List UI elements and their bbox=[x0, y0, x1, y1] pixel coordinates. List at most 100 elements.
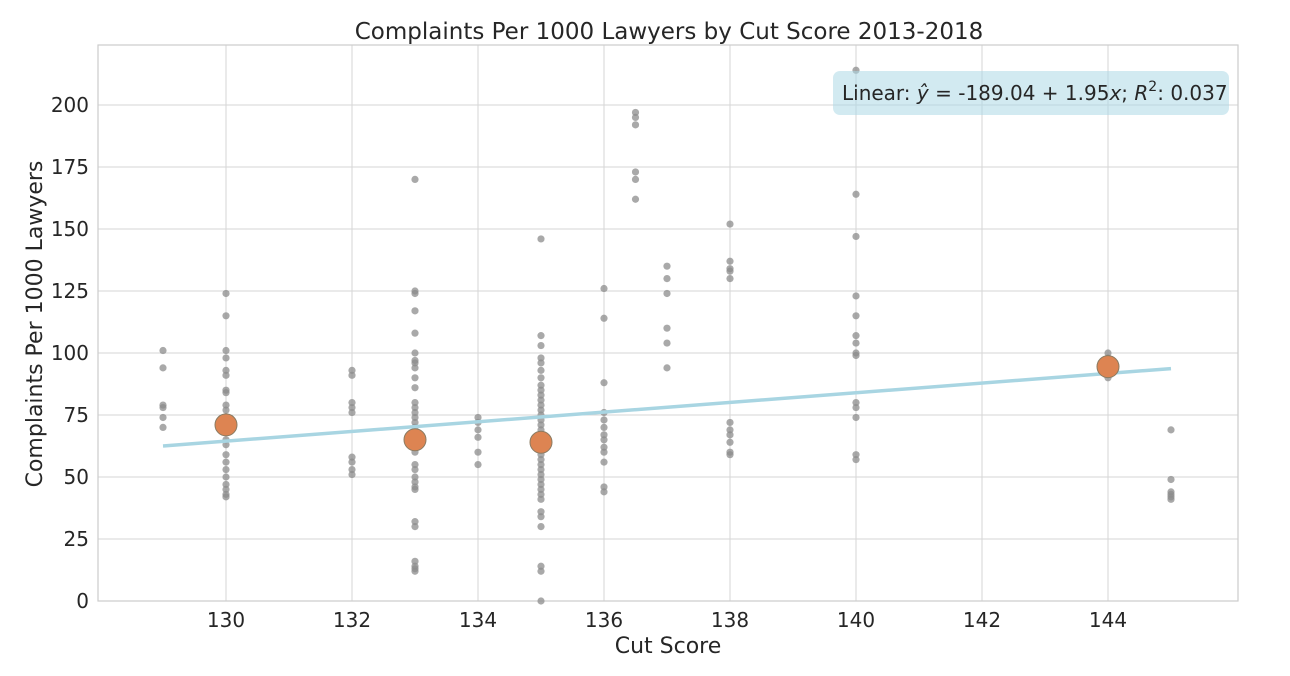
data-point bbox=[411, 374, 419, 382]
data-point bbox=[537, 421, 545, 429]
data-point bbox=[537, 480, 545, 489]
y-tick-label: 200 bbox=[51, 93, 89, 117]
data-point bbox=[663, 275, 671, 283]
x-tick-label: 134 bbox=[459, 608, 497, 632]
data-point bbox=[411, 399, 419, 407]
data-point bbox=[663, 339, 671, 347]
data-point bbox=[348, 453, 356, 461]
data-point bbox=[726, 257, 734, 265]
data-point bbox=[852, 351, 860, 360]
data-point bbox=[411, 461, 419, 469]
data-point bbox=[600, 431, 608, 439]
data-point bbox=[348, 458, 356, 466]
data-point bbox=[726, 418, 734, 427]
data-point bbox=[474, 448, 482, 456]
data-point bbox=[222, 354, 230, 362]
data-point bbox=[852, 413, 860, 422]
data-point bbox=[159, 346, 167, 355]
data-point bbox=[411, 478, 419, 486]
data-point bbox=[411, 364, 419, 372]
data-point bbox=[348, 465, 356, 474]
data-point bbox=[537, 235, 545, 243]
data-point bbox=[222, 389, 230, 397]
data-point bbox=[726, 451, 734, 459]
data-point bbox=[411, 473, 419, 481]
x-tick-label: 142 bbox=[963, 608, 1001, 632]
data-point bbox=[222, 366, 230, 374]
mean-point bbox=[214, 413, 238, 437]
annotation: Linear: ŷ = -189.04 + 1.95x; R2: 0.037 bbox=[833, 71, 1229, 115]
data-point bbox=[852, 292, 860, 300]
data-point bbox=[537, 567, 545, 575]
data-point bbox=[411, 307, 419, 315]
y-tick-label: 25 bbox=[64, 527, 89, 551]
data-point bbox=[537, 490, 545, 498]
data-point bbox=[600, 379, 608, 387]
data-point bbox=[222, 346, 230, 355]
data-point bbox=[474, 413, 482, 422]
data-point bbox=[663, 289, 671, 298]
data-point bbox=[631, 175, 640, 183]
data-point bbox=[222, 493, 230, 501]
data-point bbox=[600, 488, 608, 496]
data-point bbox=[159, 403, 167, 412]
data-point bbox=[411, 523, 419, 531]
chart-title: Complaints Per 1000 Lawyers by Cut Score… bbox=[355, 19, 984, 45]
data-point bbox=[348, 366, 356, 374]
data-point bbox=[663, 324, 671, 332]
mean-point bbox=[1096, 355, 1120, 379]
y-tick-label: 150 bbox=[51, 217, 89, 241]
data-point bbox=[411, 289, 419, 298]
data-point bbox=[222, 289, 230, 298]
plot-frame bbox=[97, 44, 1239, 602]
data-point bbox=[348, 408, 356, 417]
data-point bbox=[537, 354, 545, 362]
data-point bbox=[411, 557, 419, 565]
data-point bbox=[222, 406, 230, 414]
data-point bbox=[537, 470, 545, 479]
data-point bbox=[159, 423, 167, 431]
data-point bbox=[852, 332, 860, 340]
data-point bbox=[852, 312, 860, 320]
data-point bbox=[474, 433, 482, 441]
data-point bbox=[537, 366, 545, 374]
data-point bbox=[631, 121, 640, 129]
data-point bbox=[600, 416, 608, 424]
data-point bbox=[852, 399, 860, 407]
data-point bbox=[726, 220, 734, 228]
data-point bbox=[852, 403, 860, 412]
data-point bbox=[411, 384, 419, 392]
data-point bbox=[631, 108, 640, 117]
data-point bbox=[663, 364, 671, 372]
data-point bbox=[663, 262, 671, 270]
data-point bbox=[537, 406, 545, 414]
data-point bbox=[852, 190, 860, 198]
y-tick-label: 75 bbox=[64, 403, 89, 427]
data-point bbox=[726, 438, 734, 446]
data-point bbox=[726, 275, 734, 283]
data-point bbox=[537, 341, 545, 350]
data-point bbox=[222, 401, 230, 409]
data-point bbox=[411, 408, 419, 417]
data-point bbox=[222, 458, 230, 466]
data-point bbox=[222, 485, 230, 493]
x-tick-label: 140 bbox=[837, 608, 875, 632]
data-point bbox=[600, 423, 608, 431]
x-tick-label: 130 bbox=[207, 608, 245, 632]
data-point bbox=[537, 475, 545, 484]
y-tick-label: 50 bbox=[64, 465, 89, 489]
data-point bbox=[1167, 495, 1175, 503]
data-point bbox=[852, 456, 860, 464]
data-point bbox=[222, 451, 230, 459]
data-point bbox=[726, 431, 734, 439]
regression-line bbox=[162, 366, 1172, 448]
data-point bbox=[631, 195, 640, 203]
annotation-box bbox=[833, 71, 1229, 115]
x-tick-label: 144 bbox=[1089, 608, 1127, 632]
data-point bbox=[222, 371, 230, 379]
y-tick-label: 125 bbox=[51, 279, 89, 303]
data-point bbox=[411, 465, 419, 474]
data-point bbox=[537, 461, 545, 469]
data-point bbox=[537, 381, 545, 389]
